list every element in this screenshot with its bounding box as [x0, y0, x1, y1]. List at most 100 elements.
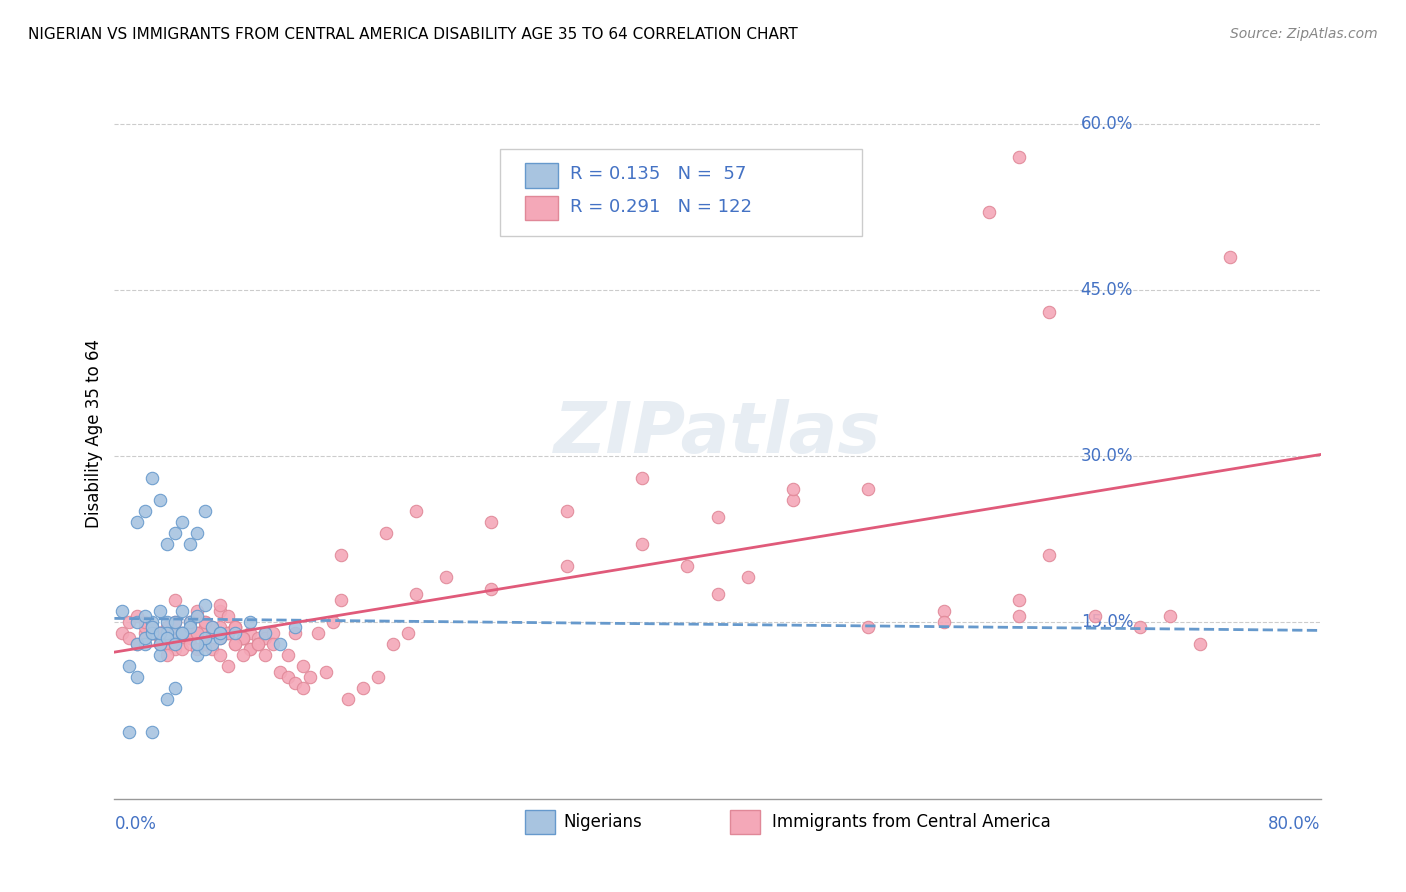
Point [224, 620, 246, 634]
Point [208, 620, 231, 634]
Text: Source: ZipAtlas.com: Source: ZipAtlas.com [1230, 27, 1378, 41]
Point [141, 471, 163, 485]
Point [118, 632, 141, 646]
Point [156, 637, 179, 651]
Point [1008, 609, 1031, 624]
Point [149, 648, 172, 662]
Point [676, 559, 699, 574]
Point [208, 648, 231, 662]
Point [782, 482, 804, 496]
Point [555, 559, 578, 574]
Point [329, 549, 352, 563]
Point [163, 681, 186, 695]
Text: 0.0%: 0.0% [114, 815, 156, 833]
Point [932, 604, 955, 618]
Point [149, 604, 172, 618]
Point [208, 632, 231, 646]
Point [163, 625, 186, 640]
Point [291, 681, 314, 695]
Point [201, 625, 224, 640]
Point [194, 637, 217, 651]
Point [201, 642, 224, 657]
Point [217, 625, 239, 640]
Point [134, 637, 156, 651]
Point [201, 637, 224, 651]
Point [172, 632, 194, 646]
Point [141, 625, 163, 640]
Point [224, 637, 246, 651]
Point [232, 632, 254, 646]
Point [111, 604, 134, 618]
Point [194, 504, 217, 518]
Point [858, 482, 880, 496]
Point [163, 625, 186, 640]
Point [217, 659, 239, 673]
Point [1038, 549, 1060, 563]
Point [208, 604, 231, 618]
Point [284, 625, 307, 640]
Point [134, 609, 156, 624]
Text: 15.0%: 15.0% [1081, 613, 1133, 631]
Point [352, 681, 374, 695]
Point [111, 625, 134, 640]
Point [299, 670, 322, 684]
Text: NIGERIAN VS IMMIGRANTS FROM CENTRAL AMERICA DISABILITY AGE 35 TO 64 CORRELATION : NIGERIAN VS IMMIGRANTS FROM CENTRAL AMER… [28, 27, 797, 42]
Point [239, 642, 262, 657]
Point [149, 637, 172, 651]
FancyBboxPatch shape [524, 195, 558, 220]
Point [179, 537, 201, 551]
Point [141, 620, 163, 634]
Point [1219, 250, 1241, 264]
Point [125, 637, 148, 651]
Point [141, 725, 163, 739]
Point [156, 648, 179, 662]
FancyBboxPatch shape [730, 810, 759, 834]
Point [246, 637, 269, 651]
Point [208, 598, 231, 612]
Point [194, 620, 217, 634]
Point [163, 637, 186, 651]
Point [156, 615, 179, 629]
Point [141, 620, 163, 634]
Point [172, 625, 194, 640]
Point [277, 670, 299, 684]
Point [156, 620, 179, 634]
Point [217, 609, 239, 624]
Point [201, 620, 224, 634]
Point [179, 615, 201, 629]
Text: 45.0%: 45.0% [1081, 281, 1133, 299]
Point [149, 625, 172, 640]
Point [932, 615, 955, 629]
Text: Nigerians: Nigerians [564, 814, 643, 831]
FancyBboxPatch shape [524, 162, 558, 187]
Point [186, 609, 208, 624]
Point [1008, 150, 1031, 164]
Point [186, 604, 208, 618]
Point [239, 625, 262, 640]
Point [163, 637, 186, 651]
Text: R = 0.291   N = 122: R = 0.291 N = 122 [571, 198, 752, 216]
Point [156, 692, 179, 706]
Point [208, 625, 231, 640]
Point [163, 526, 186, 541]
Point [194, 637, 217, 651]
Point [179, 637, 201, 651]
Point [224, 625, 246, 640]
Point [172, 604, 194, 618]
Point [194, 598, 217, 612]
Point [156, 637, 179, 651]
Point [194, 632, 217, 646]
Point [125, 670, 148, 684]
Point [134, 632, 156, 646]
Point [224, 620, 246, 634]
Point [156, 632, 179, 646]
Point [1008, 592, 1031, 607]
Point [194, 615, 217, 629]
Point [291, 659, 314, 673]
Point [1083, 609, 1105, 624]
Point [315, 665, 337, 679]
Point [269, 637, 291, 651]
Point [262, 625, 284, 640]
Point [194, 615, 217, 629]
Point [163, 615, 186, 629]
